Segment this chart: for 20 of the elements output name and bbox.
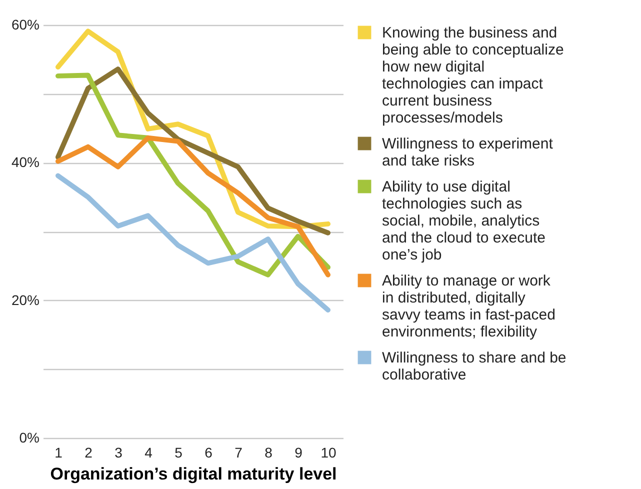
x-tick-label: 7 <box>234 444 243 460</box>
legend-label: Ability to use digital technologies such as social, mobile, analytics and the cloud to execute one’s job <box>382 178 546 264</box>
legend-label: Ability to manage or work in distributed, digitally savvy teams in fast-paced environments; flexibility <box>382 272 556 340</box>
legend-label: Knowing the business and being able to conceptualize how new digital technologies can impact current business processes/models <box>382 24 564 126</box>
x-tick-label: 1 <box>54 444 63 460</box>
legend-label: Willingness to experiment and take risks <box>382 136 554 170</box>
x-tick-label: 6 <box>204 444 213 460</box>
x-axis-title: Organization’s digital maturity level <box>50 464 337 484</box>
y-tick-label: 0% <box>19 430 40 446</box>
x-tick-label: 8 <box>264 444 273 460</box>
x-tick-label: 10 <box>320 444 336 460</box>
y-tick-label: 20% <box>11 292 40 308</box>
y-tick-label: 40% <box>11 154 40 170</box>
y-tick-label: 60% <box>11 16 40 32</box>
x-tick-label: 2 <box>84 444 93 460</box>
x-tick-label: 4 <box>144 444 153 460</box>
x-tick-label: 9 <box>294 444 303 460</box>
x-tick-label: 3 <box>114 444 123 460</box>
legend-label: Willingness to share and be collaborative <box>382 350 566 384</box>
x-tick-label: 5 <box>174 444 183 460</box>
